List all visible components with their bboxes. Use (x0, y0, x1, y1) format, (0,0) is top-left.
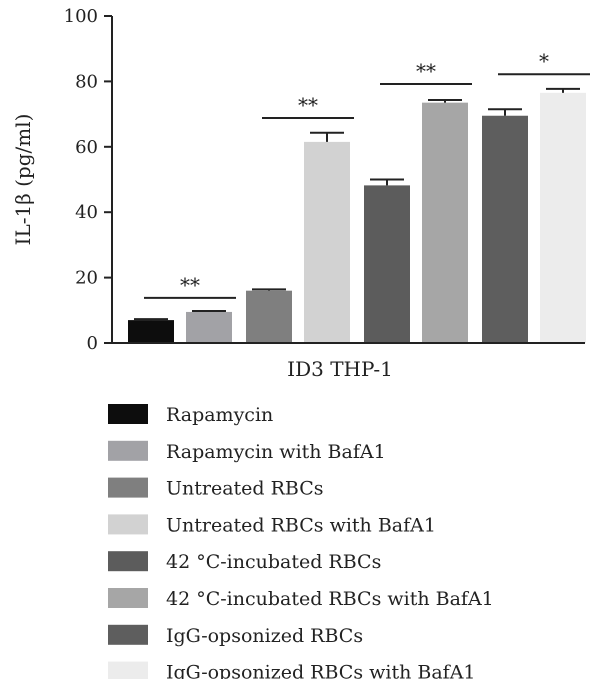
significance-label: ** (298, 93, 318, 117)
y-tick-label: 100 (64, 6, 98, 27)
legend-label: 42 °C-incubated RBCs with BafA1 (166, 588, 494, 610)
legend-label: 42 °C-incubated RBCs (166, 551, 381, 573)
bar (246, 290, 292, 343)
significance-label: ** (180, 273, 200, 297)
legend: Rapamycin Rapamycin with BafA1 Untreated R… (108, 404, 494, 679)
y-tick-label: 80 (75, 71, 98, 92)
bar (364, 185, 410, 343)
legend-swatch (108, 477, 148, 498)
bars-group (128, 92, 586, 343)
significance-label: ** (416, 59, 436, 83)
bar (304, 141, 350, 343)
y-tick-label: 60 (75, 137, 98, 158)
legend-label: IgG-opsonized RBCs (166, 625, 363, 647)
legend-label: Untreated RBCs (166, 478, 324, 500)
y-tick-label: 0 (87, 333, 98, 354)
legend-item: Rapamycin (108, 404, 273, 426)
significance-group: ****** * (144, 49, 590, 299)
bar (186, 311, 232, 343)
bar (128, 320, 174, 343)
legend-swatch (108, 588, 148, 608)
legend-item: IgG-opsonized RBCs (108, 624, 363, 647)
legend-item: Rapamycin with BafA1 (108, 440, 386, 463)
legend-item: Untreated RBCs (108, 477, 324, 500)
x-axis-label: ID3 THP-1 (287, 357, 393, 381)
legend-label: Untreated RBCs with BafA1 (166, 514, 436, 536)
significance-label: * (539, 49, 549, 73)
y-tick-label: 40 (75, 202, 98, 223)
legend-swatch (108, 551, 148, 572)
legend-item: Untreated RBCs with BafA1 (108, 514, 436, 536)
legend-swatch (108, 440, 148, 461)
legend-swatch (108, 514, 148, 535)
bar (482, 115, 528, 343)
legend-swatch (108, 404, 148, 424)
legend-swatch (108, 624, 148, 645)
legend-label: Rapamycin with BafA1 (166, 441, 386, 463)
legend-label: Rapamycin (166, 404, 273, 426)
legend-item: 42 °C-incubated RBCs (108, 551, 381, 573)
y-ticks-group: 0 20 40 60 80 100 (64, 6, 112, 354)
bar (422, 102, 468, 343)
legend-item: IgG-opsonized RBCs with BafA1 (108, 661, 476, 679)
legend-item: 42 °C-incubated RBCs with BafA1 (108, 588, 494, 610)
error-bars-group (134, 87, 580, 321)
legend-swatch (108, 661, 148, 679)
y-axis-label: IL-1β (pg/ml) (11, 114, 35, 246)
bar (540, 92, 586, 343)
legend-label: IgG-opsonized RBCs with BafA1 (166, 662, 476, 679)
y-tick-label: 20 (75, 268, 98, 289)
